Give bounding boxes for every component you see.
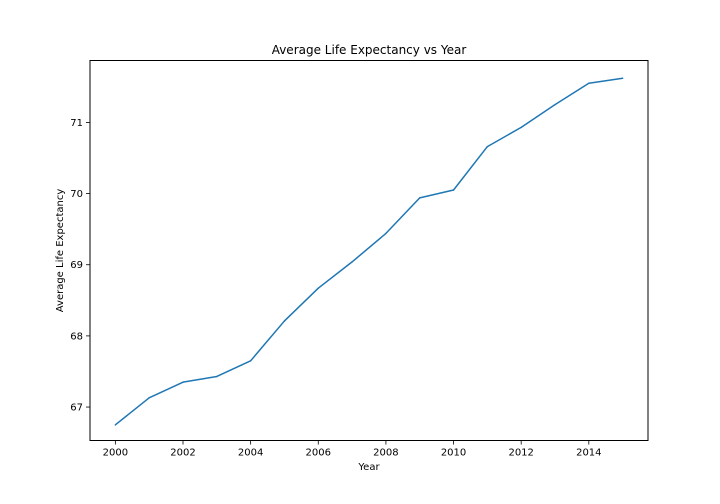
data-point <box>283 320 286 322</box>
series-line <box>114 77 623 426</box>
y-axis-ticks: 67 68 69 70 71 <box>70 118 90 414</box>
data-point <box>621 77 624 80</box>
x-tick-label: 2004 <box>238 448 263 459</box>
y-tick-label: 67 <box>70 403 83 414</box>
data-point <box>486 145 489 148</box>
y-tick-label: 69 <box>70 260 83 271</box>
data-point <box>588 82 590 85</box>
x-tick-label: 2008 <box>373 448 398 459</box>
y-tick-label: 68 <box>70 331 83 342</box>
plot-frame <box>89 60 649 441</box>
x-tick-label: 2014 <box>576 448 601 459</box>
x-axis-ticks: 2000 2002 2004 2006 2008 2010 2012 2014 <box>103 440 602 459</box>
data-point <box>520 126 522 129</box>
data-point <box>216 375 218 378</box>
x-tick-label: 2000 <box>103 448 128 459</box>
x-tick-label: 2010 <box>441 448 466 459</box>
data-point <box>148 397 150 399</box>
x-tick-label: 2006 <box>306 448 331 459</box>
data-point <box>114 424 117 426</box>
data-point <box>385 232 387 235</box>
chart-title: Average Life Expectancy vs Year <box>272 43 467 57</box>
data-point <box>249 360 252 362</box>
data-point <box>418 197 421 199</box>
data-point <box>554 103 556 106</box>
y-tick-label: 70 <box>70 189 83 200</box>
data-point <box>452 189 455 191</box>
data-point <box>351 261 353 263</box>
y-axis-label: Average Life Expectancy <box>55 189 66 313</box>
x-tick-label: 2012 <box>508 448 533 459</box>
data-point <box>317 287 320 289</box>
y-tick-label: 71 <box>70 118 83 129</box>
series-layer <box>114 77 624 426</box>
data-point <box>182 381 184 383</box>
x-axis-label: Year <box>357 462 380 473</box>
x-tick-label: 2002 <box>170 448 195 459</box>
